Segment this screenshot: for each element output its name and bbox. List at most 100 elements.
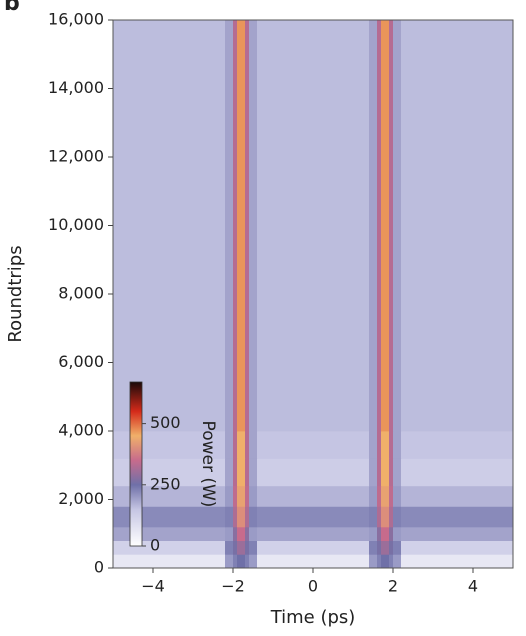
heatmap-cell (233, 540, 238, 555)
heatmap-cell (377, 458, 382, 487)
x-tick-label: −2 (221, 577, 245, 596)
heatmap-cell (233, 506, 238, 528)
heatmap-cell (237, 431, 246, 459)
heatmap-cell (249, 554, 258, 569)
heatmap-cell (381, 485, 390, 507)
heatmap-cell (401, 526, 514, 541)
heatmap-cell (225, 485, 234, 507)
y-tick-label: 0 (94, 558, 104, 577)
heatmap-cell (257, 20, 370, 432)
y-tick-label: 10,000 (48, 215, 104, 234)
heatmap-cell (369, 485, 378, 507)
heatmap-cell (249, 458, 258, 487)
heatmap-cell (393, 20, 402, 432)
heatmap-cell (377, 485, 382, 507)
y-tick-label: 12,000 (48, 147, 104, 166)
heatmap-cell (233, 485, 238, 507)
heatmap-cell (225, 554, 234, 569)
heatmap-cell (233, 526, 238, 541)
colorbar-tick-label: 250 (150, 474, 181, 493)
heatmap-cell (401, 20, 514, 432)
heatmap-cell (237, 554, 246, 569)
heatmap-cell (393, 554, 402, 569)
heatmap-cell (257, 458, 370, 487)
heatmap-cell (401, 485, 514, 507)
colorbar (129, 381, 143, 547)
heatmap-cell (389, 506, 394, 528)
heatmap-cell (245, 554, 250, 569)
y-tick-label: 14,000 (48, 78, 104, 97)
colorbar-tick-label: 500 (150, 413, 181, 432)
heatmap-cell (257, 526, 370, 541)
heatmap-cell (245, 540, 250, 555)
heatmap-cell (393, 540, 402, 555)
heatmap-cell (389, 554, 394, 569)
heatmap-cell (377, 431, 382, 459)
heatmap-cell (393, 431, 402, 459)
heatmap-cell (369, 20, 378, 432)
heatmap-cell (369, 506, 378, 528)
heatmap-cell (401, 431, 514, 459)
x-axis-label: Time (ps) (270, 607, 356, 628)
heatmap-cell (381, 458, 390, 487)
heatmap-cell (225, 506, 234, 528)
heatmap-cell (225, 526, 234, 541)
heatmap-cell (377, 554, 382, 569)
heatmap-cell (113, 20, 226, 432)
heatmap-cell (377, 526, 382, 541)
heatmap-cell (237, 458, 246, 487)
x-tick-label: 0 (308, 577, 318, 596)
heatmap-cell (249, 431, 258, 459)
heatmap-cell (401, 540, 514, 555)
heatmap-cell (237, 526, 246, 541)
heatmap-cell (233, 431, 238, 459)
heatmap-cell (369, 540, 378, 555)
y-axis-label: Roundtrips (5, 245, 26, 342)
heatmap-cell (401, 506, 514, 528)
colorbar-tick-label: 0 (150, 536, 160, 555)
heatmap-cell (381, 431, 390, 459)
heatmap-cell (257, 554, 370, 569)
heatmap-cell (389, 485, 394, 507)
colorbar-label: Power (W) (198, 421, 218, 508)
heatmap-cell (369, 526, 378, 541)
heatmap-cell (245, 20, 250, 432)
heatmap-cell (237, 540, 246, 555)
heatmap-cell (369, 431, 378, 459)
heatmap-cell (389, 540, 394, 555)
x-tick-label: −4 (141, 577, 165, 596)
heatmap-cell (393, 485, 402, 507)
heatmap-cell (245, 526, 250, 541)
heatmap-cell (249, 20, 258, 432)
y-tick-label: 8,000 (58, 284, 104, 303)
panel-label: b (4, 0, 20, 16)
x-tick-label: 2 (388, 577, 398, 596)
heatmap-cell (381, 20, 390, 432)
heatmap-cell (245, 506, 250, 528)
heatmap-cell (233, 20, 238, 432)
heatmap-cell (245, 431, 250, 459)
heatmap-cell (377, 540, 382, 555)
heatmap-cell (249, 540, 258, 555)
heatmap-cell (237, 506, 246, 528)
heatmap-cell (393, 506, 402, 528)
heatmap-cell (389, 526, 394, 541)
y-tick-label: 6,000 (58, 352, 104, 371)
heatmap-cell (393, 526, 402, 541)
heatmap-cell (389, 20, 394, 432)
heatmap-cell (389, 431, 394, 459)
heatmap-cell (393, 458, 402, 487)
heatmap-cell (257, 431, 370, 459)
heatmap-cell (369, 554, 378, 569)
heatmap-cell (249, 485, 258, 507)
heatmap-cell (257, 485, 370, 507)
heatmap-cell (257, 540, 370, 555)
y-tick-label: 2,000 (58, 489, 104, 508)
heatmap-cell (249, 526, 258, 541)
heatmap-cell (233, 554, 238, 569)
y-tick-label: 16,000 (48, 10, 104, 29)
heatmap-cell (225, 458, 234, 487)
heatmap-cell (249, 506, 258, 528)
heatmap-cell (225, 540, 234, 555)
